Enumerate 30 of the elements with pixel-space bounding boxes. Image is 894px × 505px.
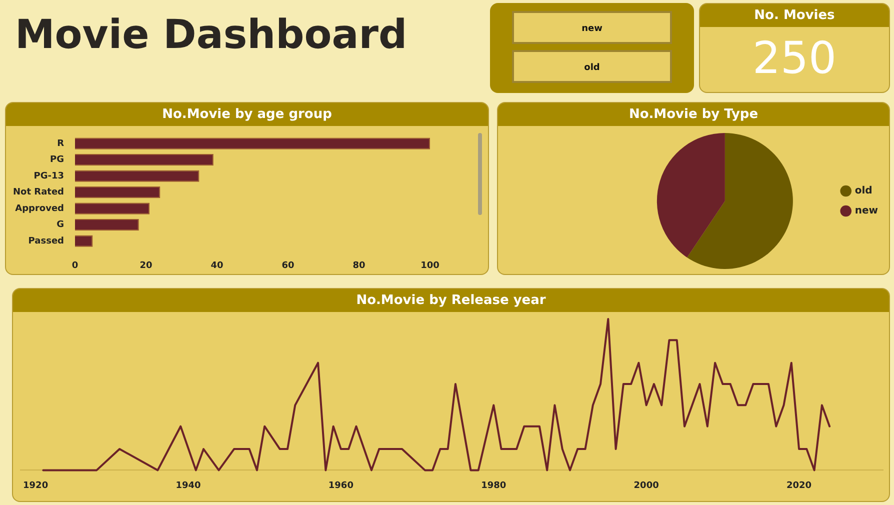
legend-label: new bbox=[854, 206, 878, 217]
text: 250 bbox=[752, 33, 838, 84]
chart-title: No.Movie by age group bbox=[6, 103, 488, 126]
y-tick-label: G bbox=[56, 220, 64, 230]
y-tick-label: PG bbox=[50, 155, 64, 166]
x-tick-label: 60 bbox=[282, 260, 294, 271]
chart-title: No.Movie by Type bbox=[498, 103, 889, 126]
x-tick-label: 1960 bbox=[328, 480, 354, 491]
x-tick-label: 2020 bbox=[786, 480, 812, 491]
x-tick-label: 100 bbox=[420, 260, 440, 271]
category-label: new bbox=[512, 11, 672, 44]
x-tick-label: 2000 bbox=[634, 480, 659, 491]
chart-title: No.Movie by Release year bbox=[13, 289, 889, 312]
x-tick-label: 1980 bbox=[481, 480, 506, 491]
slicer: new old bbox=[490, 3, 694, 93]
y-tick-label: Approved bbox=[15, 204, 64, 214]
x-tick-label: 0 bbox=[72, 260, 78, 271]
x-tick-label: 1940 bbox=[176, 480, 201, 491]
text: No. Movies bbox=[700, 4, 889, 27]
category-label: old bbox=[512, 50, 672, 83]
x-tick-label: 20 bbox=[140, 260, 152, 271]
legend-label: old bbox=[854, 186, 872, 197]
y-tick-label: Passed bbox=[28, 236, 64, 246]
y-tick-label: PG-13 bbox=[34, 171, 64, 182]
x-tick-label: 1920 bbox=[23, 480, 48, 491]
x-tick-label: 80 bbox=[352, 260, 366, 271]
y-tick-label: R bbox=[57, 138, 64, 149]
text: Movie Dashboard bbox=[15, 12, 408, 58]
x-tick-label: 40 bbox=[210, 260, 224, 271]
y-tick-label: Not Rated bbox=[12, 188, 64, 198]
